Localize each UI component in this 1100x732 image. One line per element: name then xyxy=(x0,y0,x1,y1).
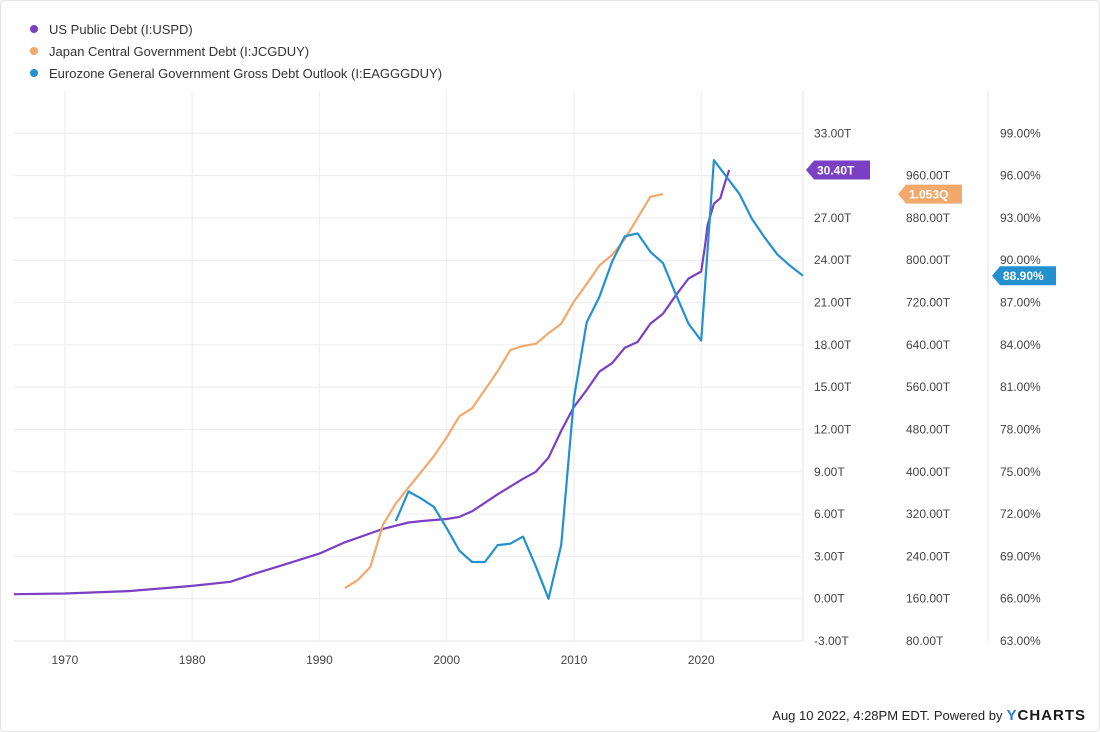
legend-dot-us-public-debt xyxy=(30,25,38,33)
y-tick-label-usd: 15.00T xyxy=(814,380,852,394)
series-line-1 xyxy=(344,193,664,590)
last-value-label-1: 1.053Q xyxy=(909,188,948,202)
last-value-flag-1 xyxy=(898,184,962,204)
y-tick-label-usd: -3.00T xyxy=(814,634,849,648)
ycharts-logo[interactable]: YCHARTS xyxy=(1006,707,1086,724)
y-tick-label-pct: 90.00% xyxy=(1000,253,1041,267)
footer-timestamp: Aug 10 2022, 4:28PM EDT. xyxy=(772,708,930,723)
series-line-0 xyxy=(13,169,731,596)
y-tick-label-pct: 72.00% xyxy=(1000,507,1041,521)
y-axes: -3.00T 0.00T 3.00T 6.00T 9.00T 12.00T 15.00T 18… xyxy=(814,126,1041,648)
y-tick-label-jpy: 560.00T xyxy=(906,380,951,394)
legend-dot-eurozone-debt xyxy=(30,69,38,77)
y-tick-label-jpy: 800.00T xyxy=(906,253,951,267)
y-tick-label-jpy: 240.00T xyxy=(906,549,951,563)
y-tick-label-usd: 0.00T xyxy=(814,592,845,606)
y-tick-label-usd: 24.00T xyxy=(814,253,852,267)
y-tick-label-pct: 66.00% xyxy=(1000,592,1041,606)
legend-item-japan-debt[interactable]: Japan Central Government Debt (I:JCGDUY) xyxy=(30,40,442,62)
y-tick-label-pct: 81.00% xyxy=(1000,380,1041,394)
y-tick-label-pct: 96.00% xyxy=(1000,169,1041,183)
y-tick-label-pct: 84.00% xyxy=(1000,338,1041,352)
y-tick-label-usd: 9.00T xyxy=(814,465,845,479)
legend-label-japan-debt: Japan Central Government Debt (I:JCGDUY) xyxy=(49,43,310,59)
grid xyxy=(14,91,989,642)
legend-dot-japan-debt xyxy=(30,47,38,55)
last-value-label-0: 30.40T xyxy=(817,163,855,177)
footer: Aug 10 2022, 4:28PM EDT. Powered by YCHA… xyxy=(772,707,1086,724)
x-tick-label: 1990 xyxy=(306,653,333,667)
x-tick-label: 1980 xyxy=(179,653,206,667)
y-tick-label-pct: 93.00% xyxy=(1000,211,1041,225)
y-tick-label-usd: 12.00T xyxy=(814,422,852,436)
last-value-flags: 30.40T 1.053Q 88.90% xyxy=(806,160,1056,286)
y-tick-label-pct: 78.00% xyxy=(1000,422,1041,436)
y-tick-label-pct: 63.00% xyxy=(1000,634,1041,648)
plot-lines xyxy=(13,159,804,600)
legend-item-us-public-debt[interactable]: US Public Debt (I:USPD) xyxy=(30,18,442,40)
y-tick-label-jpy: 480.00T xyxy=(906,422,951,436)
y-tick-label-pct: 69.00% xyxy=(1000,549,1041,563)
last-value-label-2: 88.90% xyxy=(1003,269,1044,283)
y-tick-label-jpy: 960.00T xyxy=(906,169,951,183)
legend: US Public Debt (I:USPD) Japan Central Go… xyxy=(30,18,442,84)
legend-label-us-public-debt: US Public Debt (I:USPD) xyxy=(49,21,193,37)
last-value-flag-0 xyxy=(806,160,870,180)
y-tick-label-pct: 75.00% xyxy=(1000,465,1041,479)
footer-powered-by: Powered by xyxy=(933,708,1003,723)
y-tick-label-usd: 33.00T xyxy=(814,126,852,140)
ycharts-logo-y: Y xyxy=(1006,707,1018,724)
y-tick-label-jpy: 160.00T xyxy=(906,592,951,606)
y-tick-label-jpy: 320.00T xyxy=(906,507,951,521)
x-tick-label: 2010 xyxy=(561,653,588,667)
ycharts-logo-text: CHARTS xyxy=(1017,707,1086,724)
x-tick-label: 1970 xyxy=(52,653,79,667)
y-tick-label-jpy: 880.00T xyxy=(906,211,951,225)
y-tick-label-usd: 21.00T xyxy=(814,296,852,310)
last-value-flag-2 xyxy=(992,266,1056,286)
y-tick-label-jpy: 640.00T xyxy=(906,338,951,352)
series-line-2 xyxy=(394,159,804,600)
x-axis: 1970 1980 1990 2000 2010 2020 xyxy=(52,653,715,667)
y-tick-label-jpy: 80.00T xyxy=(906,634,944,648)
y-tick-label-jpy: 720.00T xyxy=(906,296,951,310)
legend-item-eurozone-debt[interactable]: Eurozone General Government Gross Debt O… xyxy=(30,62,442,84)
x-tick-label: 2020 xyxy=(688,653,715,667)
y-tick-label-jpy: 400.00T xyxy=(906,465,951,479)
y-tick-label-usd: 18.00T xyxy=(814,338,852,352)
y-tick-label-pct: 87.00% xyxy=(1000,296,1041,310)
x-tick-label: 2000 xyxy=(433,653,460,667)
y-tick-label-pct: 99.00% xyxy=(1000,126,1041,140)
y-tick-label-usd: 27.00T xyxy=(814,211,852,225)
legend-label-eurozone-debt: Eurozone General Government Gross Debt O… xyxy=(49,65,443,81)
y-tick-label-usd: 3.00T xyxy=(814,549,845,563)
y-tick-label-usd: 6.00T xyxy=(814,507,845,521)
